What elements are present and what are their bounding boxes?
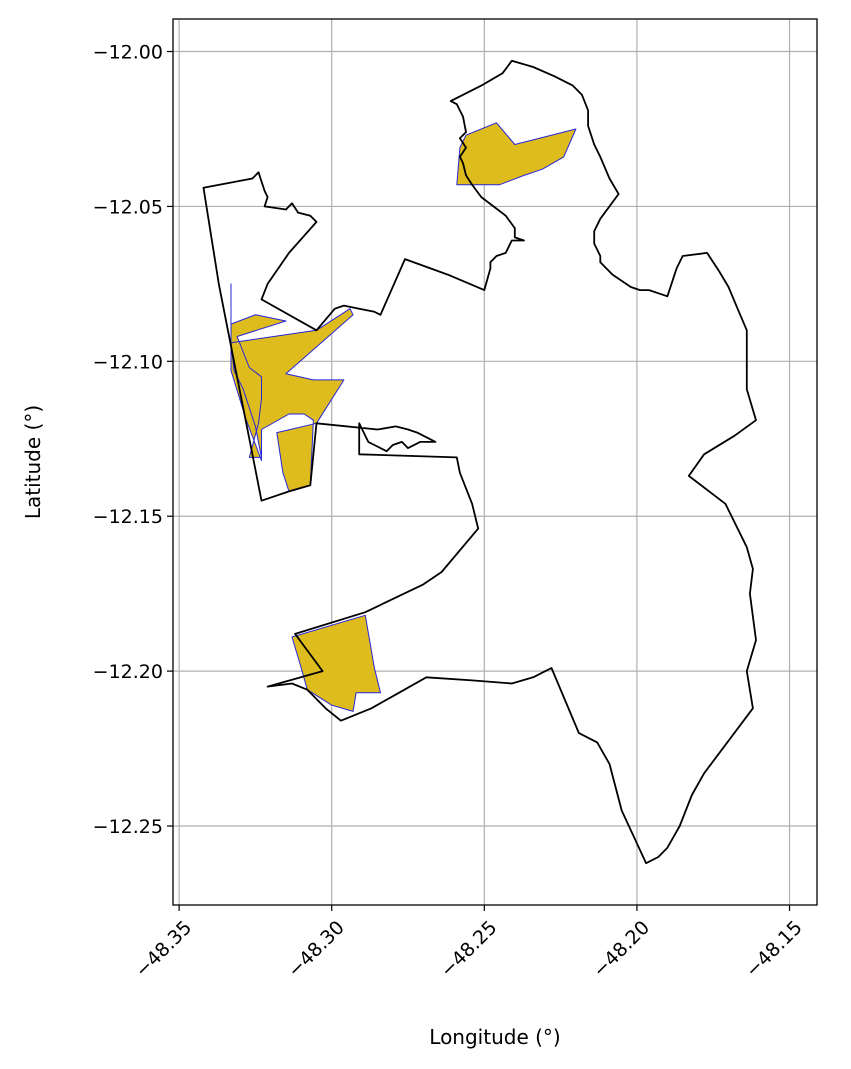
filled-region: [230, 283, 354, 492]
y-tick-label: −12.00: [93, 42, 163, 64]
filled-region: [456, 122, 577, 186]
y-axis-label: Latitude (°): [21, 405, 45, 519]
y-tick-label: −12.15: [93, 506, 163, 528]
x-axis-label: Longitude (°): [429, 1025, 560, 1049]
plot-frame: [172, 18, 818, 906]
filled-region: [291, 614, 381, 712]
filled-regions: [230, 122, 577, 712]
boundary-outline: [202, 59, 757, 865]
y-tick-label: −12.10: [93, 351, 163, 373]
boundary-polygon: [202, 59, 757, 865]
y-tick-label: −12.25: [93, 816, 163, 838]
y-tick-label: −12.05: [93, 196, 163, 218]
y-tick-label: −12.20: [93, 661, 163, 683]
